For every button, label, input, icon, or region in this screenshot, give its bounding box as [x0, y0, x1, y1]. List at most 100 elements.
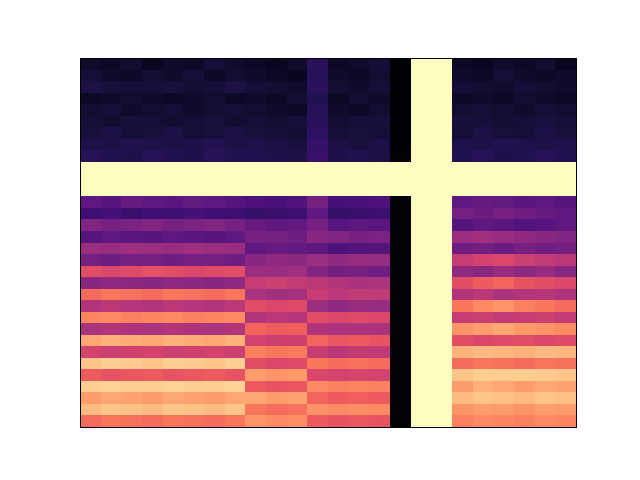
heat-cell	[245, 335, 266, 347]
heat-cell	[101, 116, 122, 128]
heat-cell	[245, 81, 266, 93]
heat-cell	[431, 415, 452, 427]
heat-cell	[307, 173, 328, 185]
heat-cell	[535, 369, 556, 381]
heat-cell	[121, 392, 142, 404]
heat-cell	[121, 81, 142, 93]
heat-cell	[142, 358, 163, 370]
heat-cell	[163, 300, 184, 312]
heat-cell	[266, 323, 287, 335]
heat-cell	[225, 266, 246, 278]
heat-cell	[121, 116, 142, 128]
heat-cell	[183, 173, 204, 185]
heat-cell	[163, 243, 184, 255]
heat-cell	[452, 300, 473, 312]
heat-cell	[328, 358, 349, 370]
heat-cell	[535, 70, 556, 82]
heat-cell	[245, 300, 266, 312]
heat-cell	[225, 404, 246, 416]
heat-cell	[328, 243, 349, 255]
heat-cell	[266, 104, 287, 116]
heat-cell	[328, 231, 349, 243]
heat-cell	[493, 208, 514, 220]
heat-cell	[452, 219, 473, 231]
heat-cell	[390, 93, 411, 105]
heat-cell	[535, 173, 556, 185]
heat-cell	[121, 289, 142, 301]
heat-cell	[555, 369, 576, 381]
heat-cell	[307, 231, 328, 243]
heat-cell	[328, 81, 349, 93]
heat-cell	[493, 266, 514, 278]
heat-cell	[163, 208, 184, 220]
heat-cell	[452, 323, 473, 335]
heat-cell	[163, 289, 184, 301]
heat-cell	[493, 139, 514, 151]
heat-cell	[142, 70, 163, 82]
heat-cell	[431, 81, 452, 93]
heat-cell	[514, 139, 535, 151]
heat-cell	[411, 173, 432, 185]
heat-cell	[431, 392, 452, 404]
heat-cell	[349, 81, 370, 93]
heat-cell	[183, 208, 204, 220]
heat-cell	[493, 323, 514, 335]
heat-cell	[80, 93, 101, 105]
heat-cell	[555, 300, 576, 312]
heat-cell	[204, 323, 225, 335]
heat-cell	[245, 266, 266, 278]
heat-cell	[163, 381, 184, 393]
heat-cell	[411, 70, 432, 82]
heat-cell	[142, 139, 163, 151]
heat-cell	[163, 266, 184, 278]
heat-cell	[349, 70, 370, 82]
heat-cell	[493, 162, 514, 174]
heat-cell	[101, 358, 122, 370]
heat-cell	[163, 358, 184, 370]
heat-cell	[204, 381, 225, 393]
heat-cell	[287, 358, 308, 370]
heat-cell	[204, 208, 225, 220]
heat-cell	[163, 277, 184, 289]
heat-cell	[225, 81, 246, 93]
heat-cell	[225, 196, 246, 208]
heat-cell	[349, 231, 370, 243]
heat-cell	[245, 289, 266, 301]
heat-cell	[245, 254, 266, 266]
heat-cell	[80, 173, 101, 185]
heat-cell	[535, 139, 556, 151]
heat-cell	[307, 254, 328, 266]
heat-cell	[307, 139, 328, 151]
heat-cell	[514, 185, 535, 197]
heat-cell	[328, 254, 349, 266]
heat-cell	[535, 208, 556, 220]
heat-cell	[369, 208, 390, 220]
heat-cell	[535, 81, 556, 93]
heat-cell	[307, 104, 328, 116]
heat-cell	[245, 196, 266, 208]
heat-cell	[473, 277, 494, 289]
heat-cell	[121, 415, 142, 427]
heat-cell	[328, 173, 349, 185]
heat-cell	[163, 369, 184, 381]
cells	[80, 58, 576, 427]
heat-cell	[431, 243, 452, 255]
heat-cell	[431, 127, 452, 139]
heat-cell	[369, 404, 390, 416]
heat-cell	[390, 392, 411, 404]
heat-cell	[411, 58, 432, 70]
heat-cell	[225, 381, 246, 393]
heat-cell	[287, 392, 308, 404]
heat-cell	[183, 404, 204, 416]
heat-cell	[142, 415, 163, 427]
heat-cell	[245, 58, 266, 70]
heat-cell	[245, 127, 266, 139]
heat-cell	[431, 266, 452, 278]
heat-cell	[411, 208, 432, 220]
heat-cell	[473, 127, 494, 139]
heat-cell	[369, 116, 390, 128]
heat-cell	[101, 266, 122, 278]
heat-cell	[473, 346, 494, 358]
heat-cell	[204, 196, 225, 208]
heat-cell	[349, 392, 370, 404]
